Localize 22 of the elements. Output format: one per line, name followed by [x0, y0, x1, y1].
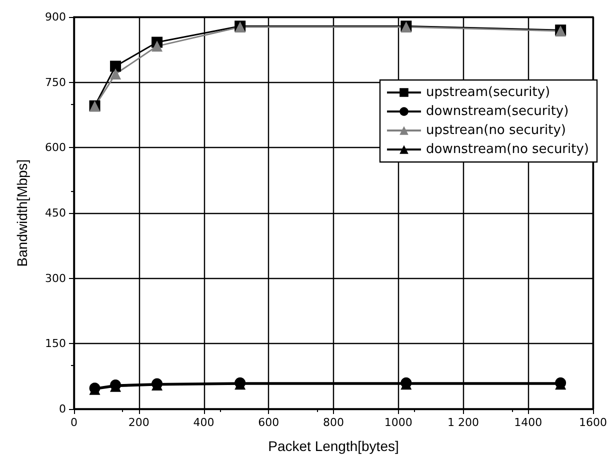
y-tick-label: 450: [45, 206, 66, 220]
x-tick-label: 400: [193, 416, 214, 429]
x-tick-label: 600: [258, 416, 280, 429]
legend-label: downstream(security): [426, 104, 569, 119]
y-tick-label: 150: [45, 337, 66, 350]
x-axis-title: Packet Length[bytes]: [268, 438, 399, 454]
y-tick-label: 300: [45, 272, 66, 285]
x-tick-label: 1 200: [448, 416, 479, 429]
y-tick-label: 900: [45, 10, 66, 24]
legend-label: upstrean(no security): [426, 123, 566, 138]
legend-label: upstream(security): [426, 85, 550, 100]
x-tick-label: 1400: [514, 416, 542, 429]
y-axis-title: Bandwidth[Mbps]: [14, 159, 30, 267]
legend-label: downstream(no security): [426, 142, 590, 157]
x-tick-label: 200: [128, 416, 150, 429]
x-tick-label: 0: [70, 416, 78, 429]
y-tick-label: 750: [45, 76, 66, 89]
y-tick-label: 0: [59, 402, 66, 416]
y-tick-label: 600: [45, 141, 66, 154]
x-tick-label: 1600: [579, 416, 608, 429]
x-tick-label: 800: [323, 416, 344, 429]
x-tick-label: 1000: [384, 416, 412, 429]
